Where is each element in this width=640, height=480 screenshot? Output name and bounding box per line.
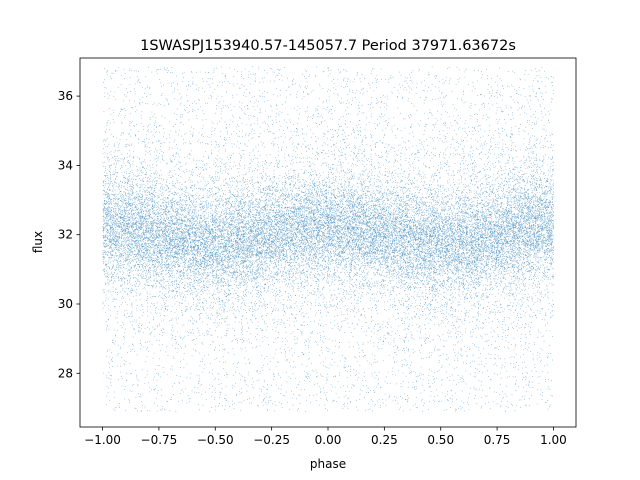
x-tick-label: 1.00	[540, 433, 567, 447]
scatter-point-cloud	[102, 66, 554, 412]
x-tick-label: −0.75	[141, 433, 178, 447]
y-tick-label: 36	[58, 89, 73, 103]
x-tick-label: −0.25	[253, 433, 290, 447]
x-tick-label: 0.75	[484, 433, 511, 447]
y-tick-label: 32	[58, 228, 73, 242]
y-axis-label: flux	[31, 231, 45, 253]
x-axis-label: phase	[310, 457, 346, 471]
x-tick-label: 0.00	[315, 433, 342, 447]
y-tick-label: 30	[58, 297, 73, 311]
y-tick-label: 34	[58, 158, 73, 172]
y-tick-label: 28	[58, 366, 73, 380]
x-tick-label: 0.50	[427, 433, 454, 447]
y-axis: 28 30 32 34 36	[58, 89, 80, 380]
x-axis: −1.00 −0.75 −0.50 −0.25 0.00 0.25 0.50 0.75 1.00	[84, 427, 567, 447]
chart-title: 1SWASPJ153940.57-145057.7 Period 37971.6…	[140, 38, 516, 54]
x-tick-label: −1.00	[84, 433, 121, 447]
scatter-points	[102, 66, 554, 412]
x-tick-label: −0.50	[197, 433, 234, 447]
x-tick-label: 0.25	[371, 433, 398, 447]
